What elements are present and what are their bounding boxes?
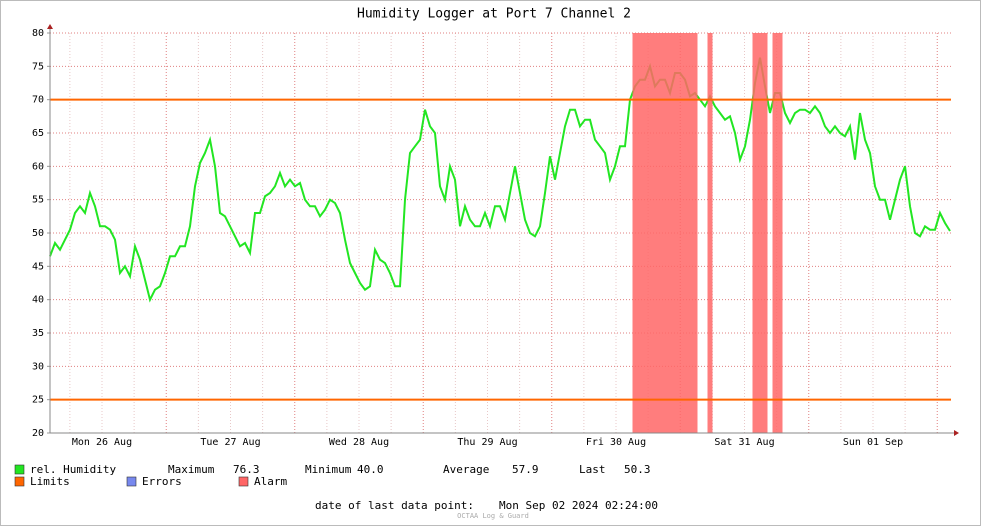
stat-value: 57.9 [512, 463, 539, 476]
x-tick-label: Thu 29 Aug [457, 437, 517, 448]
alarm-band [657, 33, 663, 433]
watermark: OCTAA Log & Guard [457, 512, 529, 520]
stat-value: 50.3 [624, 463, 651, 476]
alarm-band [652, 33, 658, 433]
stat-name: Average [443, 463, 489, 476]
stat-name: Maximum [168, 463, 215, 476]
alarm-band [692, 33, 698, 433]
alarm-band [662, 33, 668, 433]
y-tick-label: 55 [32, 195, 44, 206]
legend-swatch [126, 476, 137, 487]
stat-name: Last [579, 463, 606, 476]
legend-label: Alarm [254, 475, 287, 488]
y-arrow [47, 24, 53, 29]
x-tick-label: Wed 28 Aug [329, 437, 389, 448]
x-arrow [954, 430, 959, 436]
stat-value: 40.0 [357, 463, 384, 476]
y-tick-label: 80 [32, 28, 44, 39]
footer-value: Mon Sep 02 2024 02:24:00 [499, 499, 658, 512]
x-tick-label: Mon 26 Aug [72, 437, 132, 448]
alarm-band [672, 33, 678, 433]
alarm-band [687, 33, 693, 433]
alarm-band [707, 33, 713, 433]
y-tick-label: 35 [32, 328, 44, 339]
y-tick-label: 30 [32, 361, 44, 372]
alarm-band [632, 33, 638, 433]
footer-label: date of last data point: [315, 499, 474, 512]
alarm-band [642, 33, 648, 433]
y-tick-label: 45 [32, 261, 44, 272]
x-tick-label: Sat 31 Aug [714, 437, 774, 448]
alarm-band [647, 33, 653, 433]
y-tick-label: 40 [32, 295, 44, 306]
alarm-band [752, 33, 758, 433]
y-tick-label: 60 [32, 161, 44, 172]
legend-swatch [238, 476, 249, 487]
stat-name: Minimum [305, 463, 352, 476]
y-tick-label: 20 [32, 428, 44, 439]
alarm-band [757, 33, 763, 433]
y-tick-label: 75 [32, 61, 44, 72]
legend-swatch [14, 476, 25, 487]
legend-swatch [14, 464, 25, 475]
x-tick-label: Fri 30 Aug [586, 437, 646, 448]
alarm-band [682, 33, 688, 433]
legend-label: Limits [30, 475, 70, 488]
alarm-band [777, 33, 783, 433]
y-tick-label: 70 [32, 95, 44, 106]
alarm-band [772, 33, 778, 433]
legend-label: rel. Humidity [30, 463, 116, 476]
alarm-band [637, 33, 643, 433]
alarm-band [667, 33, 673, 433]
legend-label: Errors [142, 475, 182, 488]
chart-title: Humidity Logger at Port 7 Channel 2 [357, 7, 631, 22]
alarm-band [677, 33, 683, 433]
x-tick-label: Sun 01 Sep [843, 437, 903, 448]
y-tick-label: 25 [32, 395, 44, 406]
alarm-band [762, 33, 768, 433]
y-tick-label: 50 [32, 228, 44, 239]
x-tick-label: Tue 27 Aug [200, 437, 260, 448]
humidity-line [49, 57, 951, 303]
y-tick-label: 65 [32, 128, 44, 139]
stat-value: 76.3 [233, 463, 260, 476]
